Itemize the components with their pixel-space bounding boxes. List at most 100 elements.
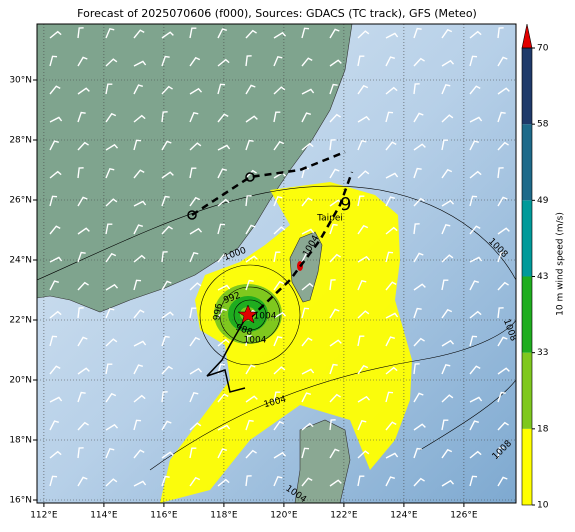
- wind-barb: [189, 447, 197, 459]
- wind-barb: [357, 310, 370, 319]
- wind-barb: [105, 58, 118, 67]
- wind-barb: [77, 227, 90, 235]
- wind-barb: [105, 83, 113, 95]
- wind-barb: [441, 363, 451, 375]
- wind-barb: [329, 28, 340, 39]
- luzon: [294, 419, 351, 503]
- wind-barb: [469, 116, 483, 123]
- wind-barb: [77, 307, 84, 319]
- wind-barb: [245, 195, 252, 207]
- wind-barb: [133, 364, 144, 375]
- wind-barb: [413, 283, 426, 291]
- wind-barb: [469, 450, 482, 459]
- wind-barb: [301, 368, 315, 375]
- wind-barb: [441, 28, 453, 39]
- wind-barb: [105, 478, 118, 487]
- wind-barb: [413, 337, 425, 347]
- wind-barb: [329, 419, 336, 431]
- wind-barb: [217, 393, 229, 403]
- wind-barb: [329, 59, 342, 67]
- wind-barb: [385, 421, 397, 431]
- lon-tick-label: 114°E: [90, 511, 118, 521]
- wind-barb: [329, 113, 341, 123]
- wind-barb: [161, 391, 168, 403]
- wind-barb: [105, 363, 113, 375]
- colorbar-segment: [522, 276, 532, 353]
- wind-barb: [301, 282, 314, 291]
- wind-barb: [413, 252, 424, 263]
- wind-barb: [161, 85, 173, 95]
- wind-barb: [497, 227, 510, 235]
- colorbar-tick-label: 49: [537, 196, 549, 206]
- wind-barb: [189, 282, 202, 291]
- colorbar-tick-label: 70: [537, 44, 549, 54]
- wind-barb: [385, 476, 396, 487]
- wind-barb: [189, 367, 203, 375]
- wind-barb: [301, 197, 313, 207]
- colorbar-tick-label: 58: [537, 120, 549, 130]
- wind-barb: [469, 420, 480, 431]
- wind-barb: [385, 56, 396, 67]
- wind-barb: [469, 396, 483, 403]
- wind-barb: [441, 419, 449, 431]
- colorbar-segment: [522, 428, 532, 505]
- wind-barb: [497, 476, 508, 487]
- wind-barb: [441, 139, 449, 151]
- cone-line: [206, 313, 249, 393]
- colorbar-segment: [522, 48, 532, 125]
- wind-barb: [413, 477, 425, 487]
- wind-barb: [161, 280, 172, 291]
- colorbar-tick-label: 33: [537, 348, 548, 358]
- wind-barb: [357, 30, 370, 39]
- wind-barb: [49, 225, 61, 235]
- wind-barb: [49, 396, 63, 403]
- wind-barb: [357, 364, 369, 375]
- wind-barb: [245, 449, 257, 459]
- wind-barb: [301, 477, 313, 487]
- wind-barb: [49, 365, 61, 375]
- wind-barb: [217, 424, 231, 431]
- wind-barb: [49, 116, 63, 123]
- wind-barb: [357, 55, 365, 67]
- wind-barb: [189, 142, 202, 151]
- wind-barb: [385, 32, 399, 39]
- wind-barb: [441, 308, 453, 319]
- wind-barb: [189, 111, 199, 123]
- wind-barb: [77, 367, 90, 375]
- wind-barb: [161, 171, 174, 179]
- wind-barb: [189, 251, 199, 263]
- wind-barb: [497, 141, 509, 151]
- wind-barb: [329, 308, 340, 319]
- wind-barb: [301, 392, 312, 403]
- wind-barb: [497, 367, 510, 375]
- wind-barb: [77, 56, 88, 67]
- wind-barb: [161, 311, 174, 319]
- wind-barb: [329, 168, 340, 179]
- wind-barb: [301, 307, 310, 319]
- wind-barb: [49, 310, 62, 319]
- wind-barb: [441, 83, 451, 95]
- wind-barb: [133, 254, 146, 263]
- wind-barb: [217, 308, 228, 319]
- wind-barb: [161, 55, 170, 67]
- wind-barb: [385, 452, 399, 459]
- colorbar-extend: [521, 23, 533, 49]
- wind-area-yellow: [160, 182, 412, 503]
- axis-ticks: 112°E 114°E 116°E 118°E 120°E 122°E 124°E 126°E…: [9, 76, 478, 521]
- wind-barb: [133, 394, 146, 403]
- wind-barb: [105, 423, 119, 431]
- wind-barb: [469, 365, 481, 375]
- wind-barb: [301, 422, 314, 431]
- wind-barb: [189, 227, 203, 235]
- lat-tick-label: 20°N: [9, 376, 32, 386]
- wind-barb: [49, 256, 63, 263]
- wind-barb: [273, 86, 286, 95]
- wind-barb: [77, 421, 89, 431]
- wind-barb: [217, 58, 230, 67]
- wind-barb: [217, 28, 228, 39]
- wind-barb: [497, 447, 504, 459]
- contour-label: 1004: [254, 312, 277, 322]
- wind-barb: [469, 55, 478, 67]
- wind-barb: [385, 86, 398, 95]
